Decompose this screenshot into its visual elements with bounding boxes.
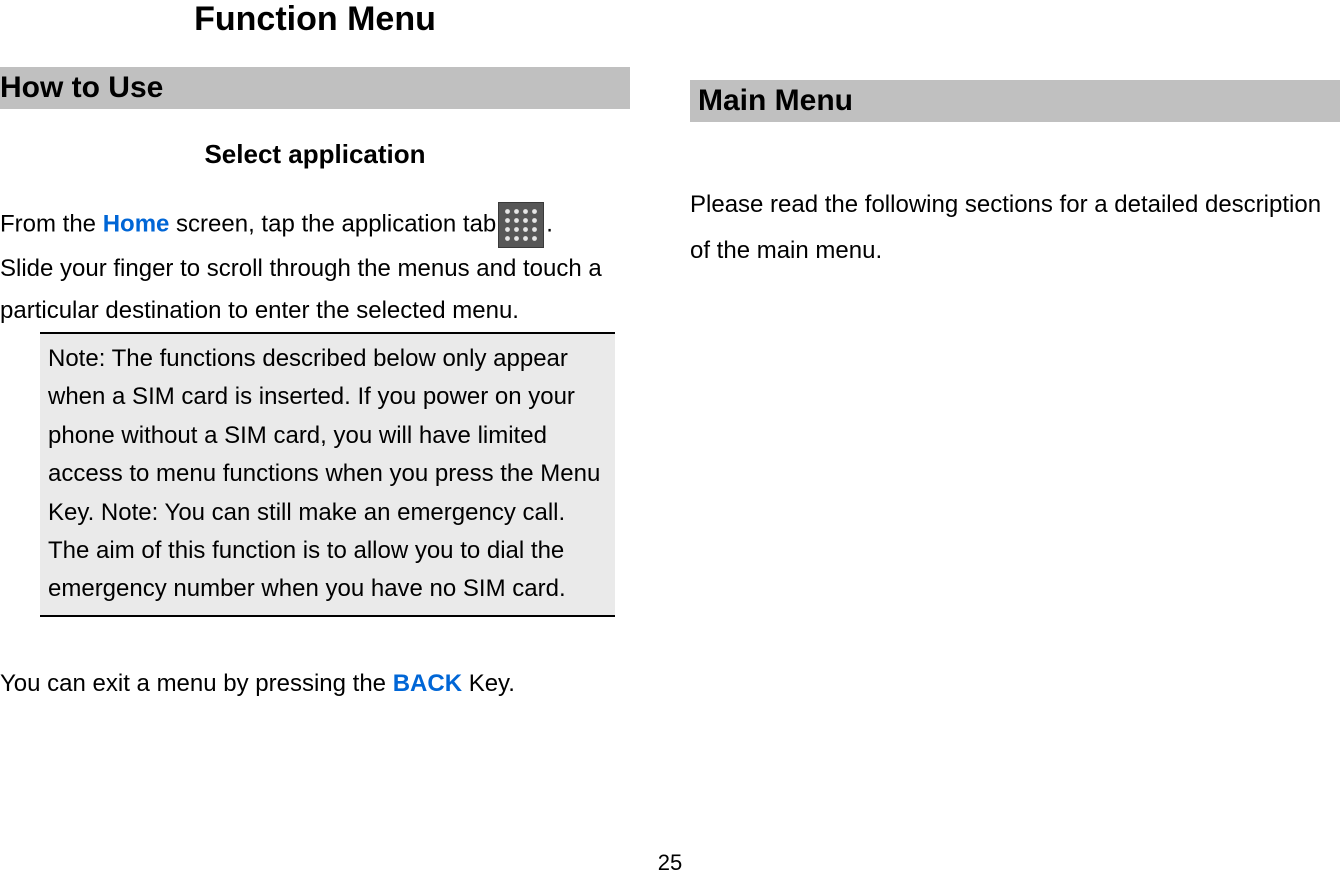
text-fragment: You can exit a menu by pressing the bbox=[0, 670, 393, 697]
text-fragment: . bbox=[546, 210, 553, 237]
text-fragment: From the bbox=[0, 210, 103, 237]
apps-grid-icon bbox=[498, 202, 544, 248]
section-header-main-menu: Main Menu bbox=[690, 80, 1340, 122]
right-column: Main Menu Please read the following sect… bbox=[660, 0, 1340, 890]
text-fragment: Key. bbox=[462, 670, 515, 697]
page-number: 25 bbox=[658, 850, 682, 876]
subheader-select-application: Select application bbox=[0, 139, 630, 170]
paragraph-exit-menu: You can exit a menu by pressing the BACK… bbox=[0, 665, 630, 703]
document-page: Function Menu How to Use Select applicat… bbox=[0, 0, 1340, 890]
section-header-how-to-use: How to Use bbox=[0, 67, 630, 109]
paragraph-main-menu-intro: Please read the following sections for a… bbox=[690, 182, 1340, 273]
highlight-back: BACK bbox=[393, 670, 462, 697]
text-fragment: screen, tap the application tab bbox=[169, 210, 496, 237]
highlight-home: Home bbox=[103, 210, 170, 237]
note-box-sim-card: Note: The functions described below only… bbox=[40, 332, 615, 617]
paragraph-slide-finger: Slide your finger to scroll through the … bbox=[0, 248, 630, 332]
document-title: Function Menu bbox=[0, 0, 630, 39]
paragraph-tap-application: From the Home screen, tap the applicatio… bbox=[0, 202, 630, 248]
left-column: Function Menu How to Use Select applicat… bbox=[0, 0, 660, 890]
